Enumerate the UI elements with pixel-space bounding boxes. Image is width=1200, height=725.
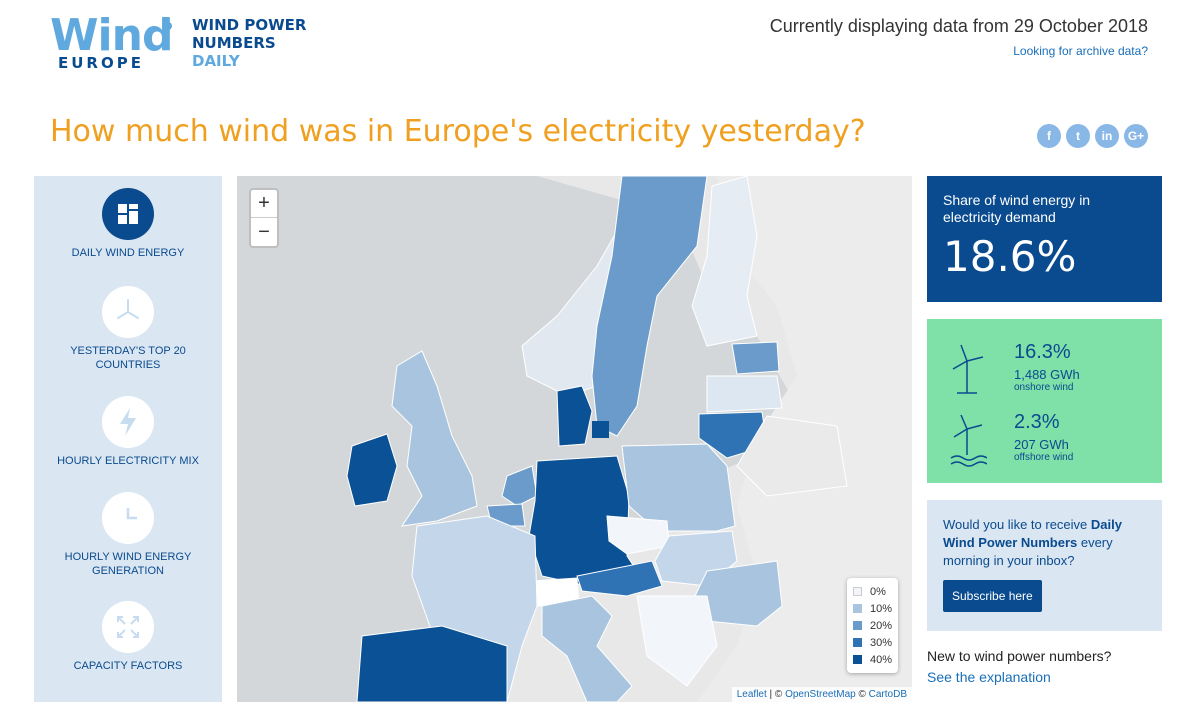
onshore-caption: onshore wind <box>1014 382 1074 393</box>
logo-wind-text: Wind <box>50 10 173 61</box>
logo-subtitle-line2: NUMBERS <box>192 34 276 52</box>
sidebar-item-hourly-mix[interactable]: HOURLY ELECTRICITY MIX <box>34 396 222 468</box>
map-attribution: Leaflet | © OpenStreetMap © CartoDB <box>731 687 912 702</box>
offshore-caption: offshore wind <box>1014 452 1074 463</box>
legend-label: 30% <box>869 636 892 649</box>
dashboard-icon <box>102 188 154 240</box>
explanation-link[interactable]: See the explanation <box>927 669 1051 685</box>
leaflet-link[interactable]: Leaflet <box>736 689 767 700</box>
zoom-control: + − <box>249 188 279 248</box>
legend-row: 40% <box>852 651 892 668</box>
onshore-percent: 16.3% <box>1014 341 1071 363</box>
subscribe-text-pre: Would you like to receive <box>943 517 1091 532</box>
page-title: How much wind was in Europe's electricit… <box>50 114 866 149</box>
twitter-icon[interactable]: t <box>1066 124 1090 148</box>
cartodb-link[interactable]: CartoDB <box>868 689 907 700</box>
legend-label: 40% <box>869 653 892 666</box>
logo-dot <box>164 22 172 30</box>
lightning-icon <box>102 396 154 448</box>
clock-icon <box>102 492 154 544</box>
logo-subtitle: WIND POWER NUMBERS DAILY <box>192 16 306 70</box>
logo-subtitle-line3: DAILY <box>192 52 240 70</box>
legend-swatch <box>852 638 862 647</box>
turbine-icon <box>102 286 154 338</box>
sidebar-item-label: CAPACITY FACTORS <box>73 660 183 672</box>
legend-label: 20% <box>869 619 892 632</box>
legend-swatch <box>852 655 862 664</box>
legend-swatch <box>852 604 862 613</box>
attribution-sep: | © <box>766 689 786 700</box>
attribution-sep: © <box>855 689 869 700</box>
osm-link[interactable]: OpenStreetMap <box>785 689 856 700</box>
legend-row: 30% <box>852 634 892 651</box>
europe-choropleth-map[interactable]: + − 0% 10% 20% 30% 40% Leaflet | © OpenS… <box>237 176 912 702</box>
sidebar-item-label: DAILY WIND ENERGY <box>71 247 185 259</box>
onshore-offshore-panel: 16.3% 1,488 GWh onshore wind 2.3% 207 GW… <box>927 319 1162 483</box>
logo-subtitle-line1: WIND POWER <box>192 16 307 34</box>
sidebar-item-capacity-factors[interactable]: CAPACITY FACTORS <box>34 601 222 673</box>
legend-swatch <box>852 587 862 596</box>
current-date-text: Currently displaying data from 29 Octobe… <box>769 16 1148 36</box>
subscribe-text-post: every morning in your inbox? <box>943 535 1113 568</box>
map-canvas[interactable] <box>237 176 912 702</box>
zoom-out-button[interactable]: − <box>258 220 270 243</box>
sidebar-item-label: HOURLY ELECTRICITY MIX <box>57 455 199 467</box>
archive-link[interactable]: Looking for archive data? <box>1013 44 1148 58</box>
new-to-text: New to wind power numbers? <box>927 648 1112 664</box>
wind-share-panel: Share of wind energy in electricity dema… <box>927 176 1162 302</box>
expand-icon <box>102 601 154 653</box>
legend-label: 0% <box>869 585 886 598</box>
wind-share-label: Share of wind energy in electricity dema… <box>943 192 1091 225</box>
sidebar-item-label: HOURLY WIND ENERGY GENERATION <box>64 551 192 577</box>
subscribe-text: Would you like to receive Daily Wind Pow… <box>943 516 1146 570</box>
subscribe-button[interactable]: Subscribe here <box>943 580 1042 612</box>
legend-swatch <box>852 621 862 630</box>
onshore-row: 16.3% 1,488 GWh onshore wind <box>927 339 1162 399</box>
sidebar-item-daily-wind-energy[interactable]: DAILY WIND ENERGY <box>34 188 222 260</box>
googleplus-icon[interactable]: G+ <box>1124 124 1148 148</box>
sidebar-item-hourly-generation[interactable]: HOURLY WIND ENERGY GENERATION <box>34 492 222 578</box>
legend-row: 10% <box>852 600 892 617</box>
logo-europe-text: EUROPE <box>58 54 144 72</box>
legend-row: 0% <box>852 583 892 600</box>
wind-share-value: 18.6% <box>943 232 1077 281</box>
legend-label: 10% <box>869 602 892 615</box>
sidebar-item-label: YESTERDAY'S TOP 20 COUNTRIES <box>70 345 186 371</box>
social-share-bar: f t in G+ <box>1037 124 1148 148</box>
offshore-gwh: 207 GWh <box>1014 437 1069 452</box>
onshore-turbine-icon <box>952 344 984 394</box>
sidebar-item-top-20[interactable]: YESTERDAY'S TOP 20 COUNTRIES <box>34 286 222 372</box>
subscribe-panel: Would you like to receive Daily Wind Pow… <box>927 500 1162 631</box>
linkedin-icon[interactable]: in <box>1095 124 1119 148</box>
onshore-gwh: 1,488 GWh <box>1014 367 1080 382</box>
subscribe-text-bold: Daily Wind Power Numbers <box>943 517 1122 550</box>
legend-row: 20% <box>852 617 892 634</box>
offshore-percent: 2.3% <box>1014 411 1060 433</box>
offshore-row: 2.3% 207 GWh offshore wind <box>927 409 1162 469</box>
offshore-turbine-icon <box>950 414 987 467</box>
facebook-icon[interactable]: f <box>1037 124 1061 148</box>
map-legend: 0% 10% 20% 30% 40% <box>846 578 898 673</box>
zoom-in-button[interactable]: + <box>251 190 277 218</box>
sidebar-nav: DAILY WIND ENERGY YESTERDAY'S TOP 20 COU… <box>34 176 222 702</box>
windeurope-logo[interactable]: Wind EUROPE WIND POWER NUMBERS DAILY <box>50 10 330 74</box>
